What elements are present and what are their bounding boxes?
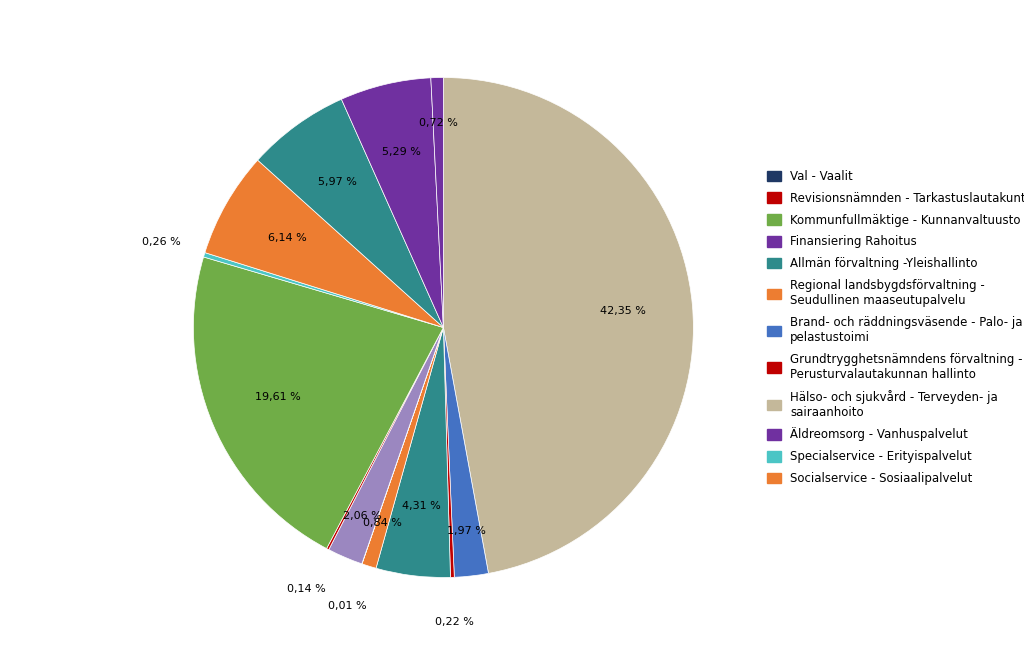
Text: 1,97 %: 1,97 % — [447, 526, 485, 536]
Text: 0,26 %: 0,26 % — [141, 236, 180, 247]
Wedge shape — [431, 77, 443, 328]
Text: 0,14 %: 0,14 % — [288, 584, 327, 594]
Text: 5,29 %: 5,29 % — [382, 147, 421, 157]
Text: 19,61 %: 19,61 % — [255, 392, 300, 402]
Text: 0,72 %: 0,72 % — [419, 117, 458, 128]
Text: 2,06 %: 2,06 % — [343, 511, 382, 521]
Wedge shape — [376, 328, 451, 578]
Wedge shape — [204, 253, 443, 328]
Wedge shape — [443, 77, 693, 573]
Wedge shape — [341, 78, 443, 328]
Wedge shape — [362, 328, 443, 569]
Wedge shape — [258, 100, 443, 328]
Wedge shape — [443, 328, 488, 577]
Wedge shape — [443, 328, 455, 578]
Text: 5,97 %: 5,97 % — [318, 177, 357, 187]
Wedge shape — [194, 257, 443, 548]
Text: 0,01 %: 0,01 % — [328, 601, 367, 611]
Text: 6,14 %: 6,14 % — [267, 233, 306, 243]
Text: 0,84 %: 0,84 % — [362, 518, 401, 528]
Legend: Val - Vaalit, Revisionsnämnden - Tarkastuslautakunta, Kommunfullmäktige - Kunnan: Val - Vaalit, Revisionsnämnden - Tarkast… — [762, 165, 1024, 490]
Text: 42,35 %: 42,35 % — [600, 306, 645, 316]
Wedge shape — [327, 328, 443, 550]
Text: 4,31 %: 4,31 % — [402, 501, 440, 511]
Wedge shape — [361, 328, 443, 564]
Wedge shape — [329, 328, 443, 564]
Text: 0,22 %: 0,22 % — [434, 617, 473, 627]
Wedge shape — [205, 160, 443, 328]
